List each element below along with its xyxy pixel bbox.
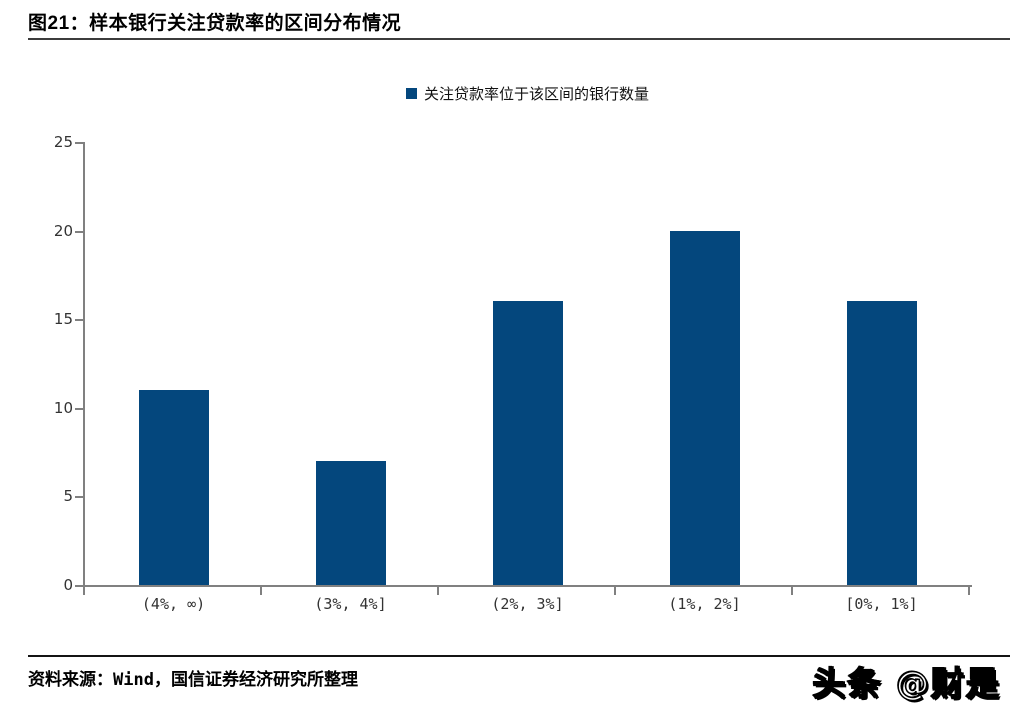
- x-axis-tick: [791, 587, 793, 595]
- x-axis-line: [83, 585, 972, 587]
- x-axis-tick-label: [0%, 1%]: [845, 595, 918, 613]
- watermark: 头条 @财是: [812, 663, 1001, 704]
- y-axis-tick: [75, 407, 83, 410]
- y-axis-tick-label: 5: [63, 487, 73, 506]
- bar: [315, 460, 386, 585]
- y-axis-tick: [75, 142, 83, 144]
- figure-title: 图21：样本银行关注贷款率的区间分布情况: [28, 13, 402, 34]
- y-axis-tick-label: 15: [53, 310, 73, 329]
- bar: [669, 230, 740, 585]
- x-axis-tick: [968, 587, 970, 595]
- y-axis-tick-label: 10: [53, 398, 73, 417]
- title-divider: [28, 38, 1010, 40]
- legend-swatch-icon: [405, 88, 417, 99]
- y-axis-tick-label: 25: [53, 133, 73, 151]
- x-axis-tick: [614, 587, 616, 595]
- chart-legend: 关注贷款率位于该区间的银行数量: [85, 83, 970, 104]
- y-axis-tick-label: 0: [63, 576, 73, 594]
- y-axis-tick: [75, 319, 83, 322]
- x-axis-tick: [83, 587, 85, 595]
- bar: [492, 301, 563, 585]
- x-axis-tick-label: (1%, 2%]: [668, 595, 741, 613]
- x-axis-tick: [437, 587, 439, 595]
- y-axis-line: [83, 142, 85, 587]
- y-axis-tick: [75, 496, 83, 499]
- x-axis-tick-label: (2%, 3%]: [491, 595, 564, 613]
- legend-label: 关注贷款率位于该区间的银行数量: [423, 86, 649, 103]
- y-axis-tick: [75, 230, 83, 233]
- y-axis-tick: [75, 585, 83, 587]
- y-axis-tick-label: 20: [53, 221, 73, 240]
- source-note: 资料来源：Wind，国信证券经济研究所整理: [28, 670, 358, 690]
- x-axis-tick-label: (3%, 4%]: [314, 595, 387, 613]
- bar: [846, 301, 917, 585]
- bar: [138, 390, 209, 585]
- x-axis-tick-label: (4%, ∞): [141, 595, 206, 613]
- x-axis-tick: [260, 587, 262, 595]
- footer-divider: [28, 655, 1010, 657]
